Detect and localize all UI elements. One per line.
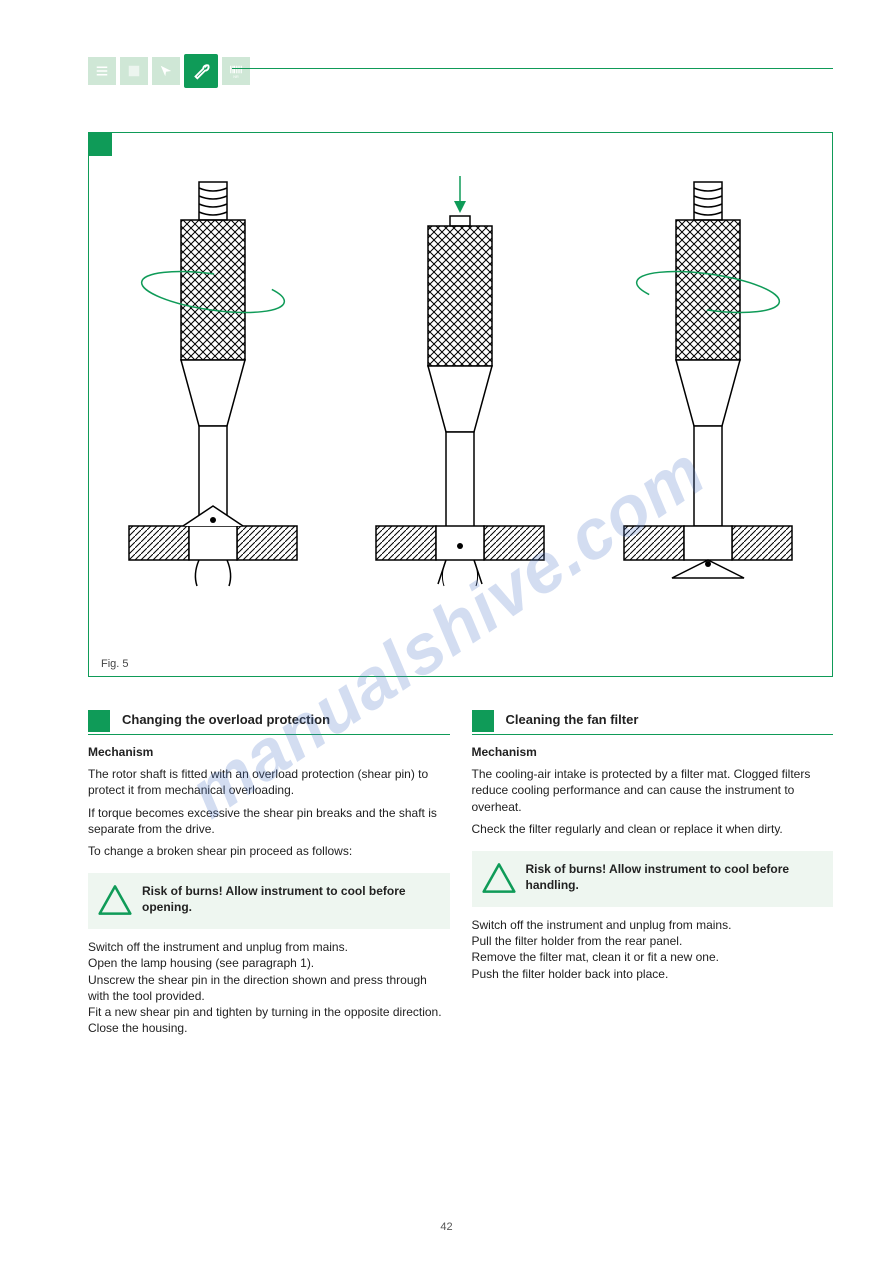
list-icon[interactable]	[88, 57, 116, 85]
section-body-right: Mechanism The cooling-air intake is prot…	[472, 744, 834, 837]
left-step-2: Open the lamp housing (see paragraph 1).	[88, 955, 450, 971]
figure-box: Fig. 5	[88, 132, 833, 677]
section-body-left: Mechanism The rotor shaft is fitted with…	[88, 744, 450, 859]
header-nav: NR	[88, 54, 250, 88]
caution-box-left: Risk of burns! Allow instrument to cool …	[88, 873, 450, 929]
left-p1: The rotor shaft is fitted with an overlo…	[88, 766, 450, 798]
page-number: 42	[440, 1221, 452, 1233]
section-title-left: Changing the overload protection	[122, 712, 330, 727]
diagram-press-down	[346, 176, 574, 646]
pointer-icon[interactable]	[152, 57, 180, 85]
left-step-1: Switch off the instrument and unplug fro…	[88, 939, 450, 955]
mechanism-label-right: Mechanism	[472, 745, 537, 759]
caution-text-right: Risk of burns! Allow instrument to cool …	[526, 861, 822, 893]
caution-box-right: Risk of burns! Allow instrument to cool …	[472, 851, 834, 907]
right-step-3: Remove the filter mat, clean it or fit a…	[472, 949, 834, 965]
section-badge-right	[472, 710, 494, 732]
header-rule	[232, 68, 833, 69]
left-p3: To change a broken shear pin proceed as …	[88, 843, 450, 859]
square-icon[interactable]	[120, 57, 148, 85]
barcode-icon[interactable]: NR	[222, 57, 250, 85]
column-left: Changing the overload protection Mechani…	[88, 710, 450, 1036]
caution-triangle-icon	[98, 883, 132, 917]
right-p1: The cooling-air intake is protected by a…	[472, 766, 834, 815]
diagram-insert-rotate	[99, 176, 327, 646]
right-step-1: Switch off the instrument and unplug fro…	[472, 917, 834, 933]
left-step-3: Unscrew the shear pin in the direction s…	[88, 972, 450, 1004]
section-title-right: Cleaning the fan filter	[506, 712, 639, 727]
caution-triangle-icon	[482, 861, 516, 895]
section-rule-left	[88, 734, 450, 735]
figure-5: Fig. 5	[88, 132, 833, 677]
section-rule-right	[472, 734, 834, 735]
figure-badge	[88, 132, 112, 156]
svg-text:NR: NR	[233, 75, 239, 79]
right-p2: Check the filter regularly and clean or …	[472, 821, 834, 837]
diagram-lock-rotate	[594, 176, 822, 646]
steps-left: Switch off the instrument and unplug fro…	[88, 939, 450, 1036]
section-badge-left	[88, 710, 110, 732]
right-step-2: Pull the filter holder from the rear pan…	[472, 933, 834, 949]
caution-text-left: Risk of burns! Allow instrument to cool …	[142, 883, 438, 915]
left-step-4: Fit a new shear pin and tighten by turni…	[88, 1004, 450, 1020]
column-right: Cleaning the fan filter Mechanism The co…	[472, 710, 834, 1036]
left-p2: If torque becomes excessive the shear pi…	[88, 805, 450, 837]
wrench-icon[interactable]	[184, 54, 218, 88]
steps-right: Switch off the instrument and unplug fro…	[472, 917, 834, 982]
left-step-5: Close the housing.	[88, 1020, 450, 1036]
right-step-4: Push the filter holder back into place.	[472, 966, 834, 982]
mechanism-label-left: Mechanism	[88, 745, 153, 759]
figure-caption: Fig. 5	[101, 658, 129, 670]
